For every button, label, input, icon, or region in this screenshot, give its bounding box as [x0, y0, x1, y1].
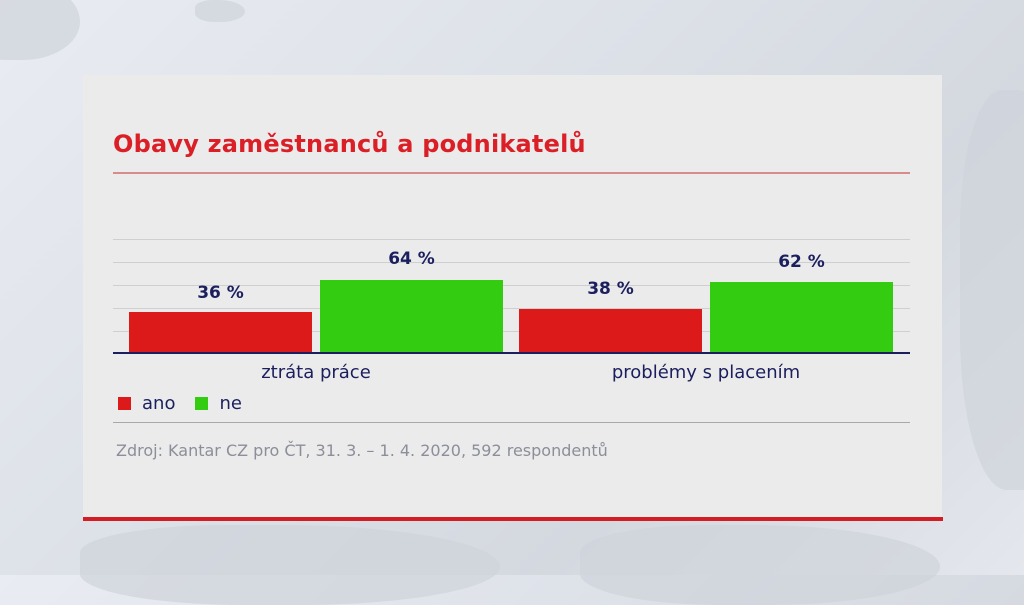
legend-label: ne	[219, 393, 242, 414]
category-label-ztrata-prace: ztráta práce	[261, 362, 371, 383]
chart-title: Obavy zaměstnanců a podnikatelů	[113, 130, 586, 158]
gridline	[113, 331, 910, 332]
background-map-shape	[580, 525, 940, 605]
gridline	[113, 239, 910, 240]
gridline	[113, 262, 910, 263]
legend-label: ano	[142, 393, 176, 414]
bar-problemy-ano	[519, 309, 702, 352]
category-label-problemy: problémy s placením	[611, 362, 801, 383]
value-label-ztrata-prace-ano: 36 %	[197, 283, 244, 303]
bar-problemy-ne	[710, 282, 893, 352]
panel-accent-line	[83, 517, 943, 521]
x-axis-baseline	[113, 352, 910, 354]
title-underline	[113, 172, 910, 174]
value-label-ztrata-prace-ne: 64 %	[388, 249, 435, 269]
plot-area: 36 % 64 % 38 % 62 %	[113, 239, 910, 354]
source-note: Zdroj: Kantar CZ pro ČT, 31. 3. – 1. 4. …	[116, 441, 608, 460]
gridline	[113, 285, 910, 286]
background-map-shape	[0, 0, 80, 60]
legend-swatch-green-icon	[195, 397, 209, 410]
background-map-shape	[195, 0, 245, 22]
legend: ano ne	[118, 393, 262, 414]
gridline	[113, 308, 910, 309]
value-label-problemy-ano: 38 %	[587, 279, 634, 299]
legend-swatch-red-icon	[118, 397, 131, 410]
bar-ztrata-prace-ne	[320, 280, 503, 352]
legend-item-ne: ne	[195, 393, 242, 414]
value-label-problemy-ne: 62 %	[778, 252, 825, 272]
legend-item-ano: ano	[118, 393, 175, 414]
background-map-shape	[960, 90, 1024, 490]
source-divider	[113, 422, 910, 423]
bar-ztrata-prace-ano	[129, 312, 312, 352]
background-map-shape	[80, 525, 500, 605]
